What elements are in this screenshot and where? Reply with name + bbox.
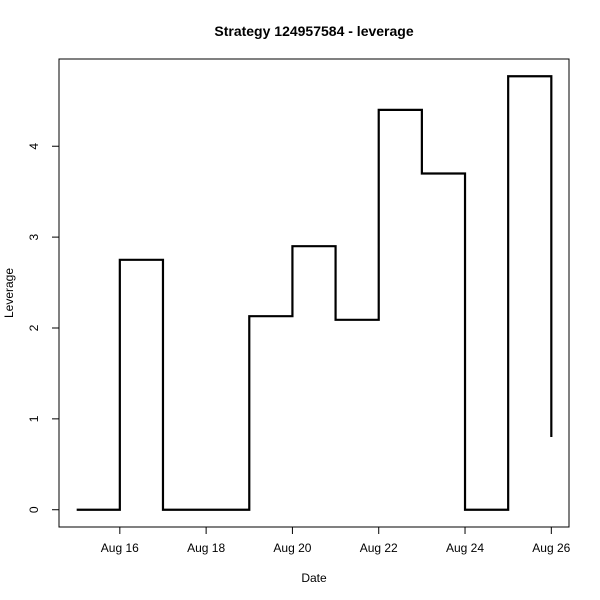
x-tick-label: Aug 18	[187, 541, 225, 555]
y-tick-label: 0	[27, 506, 41, 513]
y-tick-label: 4	[27, 143, 41, 150]
series-line	[76, 75, 553, 511]
x-tick-label: Aug 24	[446, 541, 484, 555]
x-tick-label: Aug 26	[532, 541, 570, 555]
series-layer	[76, 75, 553, 511]
x-axis-label: Date	[301, 571, 327, 585]
x-tick-label: Aug 16	[101, 541, 139, 555]
plot-frame	[58, 58, 570, 528]
x-tick-label: Aug 20	[273, 541, 311, 555]
y-tick-label: 2	[27, 324, 41, 331]
x-axis: Aug 16 Aug 18 Aug 20 Aug 22 Aug 24 Aug 26	[101, 526, 571, 555]
y-tick-label: 1	[27, 415, 41, 422]
y-axis: 0 1 2 3 4	[27, 143, 60, 513]
y-tick-label: 3	[27, 233, 41, 240]
y-axis-label: Leverage	[2, 268, 16, 318]
x-tick-label: Aug 22	[360, 541, 398, 555]
chart-title: Strategy 124957584 - leverage	[214, 23, 413, 39]
